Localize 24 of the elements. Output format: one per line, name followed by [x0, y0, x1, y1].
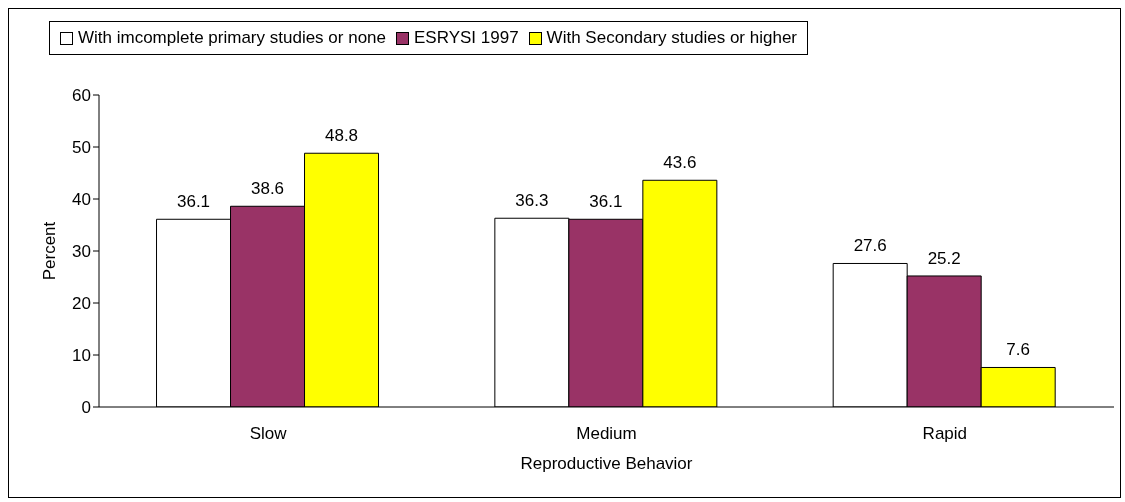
data-label: 25.2	[927, 248, 961, 268]
y-tick-label: 40	[72, 190, 91, 210]
y-tick-label: 30	[72, 242, 91, 262]
data-label: 36.1	[589, 192, 623, 212]
legend-label: With imcomplete primary studies or none	[78, 28, 387, 48]
data-label: 43.6	[663, 153, 697, 173]
y-tick-label: 10	[72, 346, 91, 366]
data-label: 27.6	[853, 236, 887, 256]
x-tick-label: Medium	[576, 424, 637, 444]
data-label: 38.6	[250, 179, 285, 199]
y-axis-title: Percent	[40, 221, 60, 281]
data-label: 36.3	[515, 191, 549, 211]
data-label: 48.8	[324, 126, 359, 146]
y-tick-label: 0	[81, 398, 91, 418]
x-tick-label: Slow	[249, 424, 288, 444]
data-label: 7.6	[1006, 340, 1030, 360]
data-label: 36.1	[176, 192, 211, 212]
legend-label: With Secondary studies or higher	[546, 28, 798, 48]
legend-label: ESRYSI 1997	[414, 28, 519, 48]
y-tick-label: 60	[72, 86, 91, 106]
x-axis-title: Reproductive Behavior	[520, 454, 693, 473]
x-tick-label: Rapid	[922, 424, 968, 444]
y-tick-label: 50	[72, 138, 91, 158]
y-tick-label: 20	[72, 294, 91, 314]
